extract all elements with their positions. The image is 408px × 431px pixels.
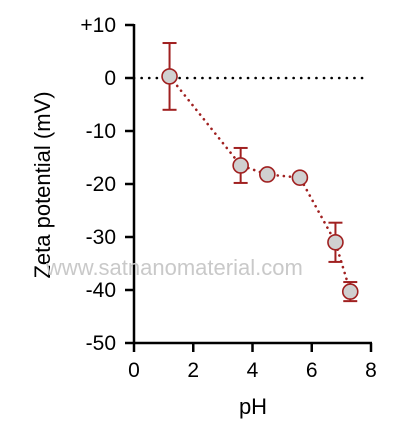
data-point xyxy=(327,234,344,251)
y-axis-label: Zeta potential (mV) xyxy=(30,91,55,278)
y-tick-label: 0 xyxy=(104,67,116,90)
x-axis-label: pH xyxy=(239,394,267,419)
y-tick-label: -10 xyxy=(86,120,116,143)
y-tick-label: -50 xyxy=(86,332,116,355)
y-tick-label: -20 xyxy=(86,173,116,196)
data-point xyxy=(232,157,249,174)
data-point xyxy=(161,68,178,85)
x-tick-label: 6 xyxy=(306,359,318,382)
data-point xyxy=(341,283,359,300)
x-tick-label: 8 xyxy=(365,359,377,382)
x-tick-label: 0 xyxy=(128,359,140,382)
data-point xyxy=(259,166,276,183)
y-tick-label: -30 xyxy=(86,226,116,249)
x-tick-label: 4 xyxy=(247,359,259,382)
x-tick-label: 2 xyxy=(187,359,199,382)
data-series xyxy=(161,42,359,303)
watermark: www.satnanomaterial.com xyxy=(45,255,303,280)
data-point xyxy=(291,169,309,186)
y-tick-label: -40 xyxy=(86,279,116,302)
axes: +10 0 -10 -20 -30 -40 -50 0 2 4 6 8 xyxy=(80,14,376,382)
y-tick-label: +10 xyxy=(80,14,116,37)
series-connector-line xyxy=(168,75,352,293)
